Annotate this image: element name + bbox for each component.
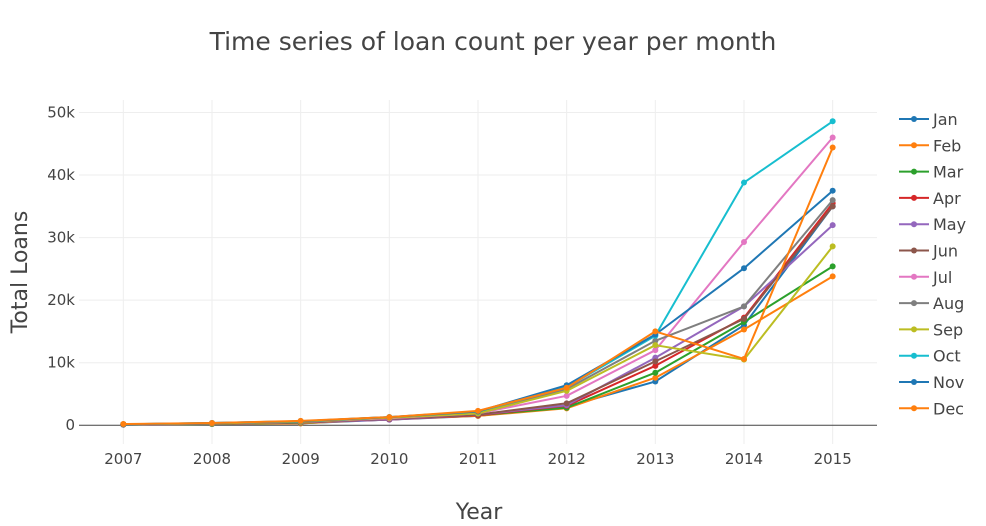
- legend-item-jun[interactable]: Jun: [899, 242, 958, 261]
- data-point: [652, 342, 659, 349]
- axes: 2007 2008 2009 2010 2011 2012 2013 2014 2015 0 10k…: [47, 104, 877, 468]
- data-point: [120, 420, 127, 427]
- legend-item-mar[interactable]: Mar: [899, 163, 964, 182]
- data-point: [741, 303, 747, 310]
- y-tick-label: 20k: [47, 291, 75, 309]
- legend-label: Sep: [933, 320, 963, 339]
- data-point: [829, 144, 836, 151]
- y-tick-label: 30k: [47, 229, 75, 247]
- legend-item-dec[interactable]: Dec: [899, 399, 964, 418]
- data-point: [652, 374, 659, 381]
- series-lines: [120, 118, 836, 428]
- legend-swatch-marker: [911, 247, 917, 254]
- data-point: [829, 243, 836, 250]
- data-point: [829, 118, 836, 125]
- y-axis-title: Total Loans: [8, 211, 33, 335]
- legend-item-jul[interactable]: Jul: [899, 268, 952, 287]
- data-point: [652, 347, 659, 354]
- data-point: [741, 179, 747, 186]
- data-point: [652, 328, 659, 335]
- data-point: [829, 134, 836, 141]
- legend-label: May: [933, 215, 966, 234]
- y-tick-label: 50k: [47, 104, 75, 122]
- data-point: [386, 414, 393, 421]
- y-tick-label: 10k: [47, 354, 75, 372]
- data-point: [209, 420, 215, 427]
- data-point: [829, 273, 836, 280]
- legend-item-apr[interactable]: Apr: [899, 189, 961, 208]
- legend-label: Dec: [933, 399, 964, 418]
- y-tick-label: 40k: [47, 166, 75, 184]
- data-point: [563, 400, 570, 407]
- data-point: [741, 355, 747, 362]
- legend-label: Mar: [933, 163, 964, 182]
- chart-title: Time series of loan count per year per m…: [209, 27, 777, 56]
- legend: Jan Feb Mar Apr May Jun Jul Aug Sep Oct Nov Dec: [899, 110, 966, 418]
- data-point: [829, 222, 836, 229]
- legend-swatch-marker: [911, 326, 917, 333]
- data-point: [652, 358, 659, 365]
- x-tick-label: 2011: [459, 450, 497, 468]
- data-point: [829, 203, 836, 210]
- x-tick-label: 2013: [636, 450, 674, 468]
- legend-swatch-marker: [911, 116, 917, 122]
- data-point: [741, 315, 747, 322]
- legend-item-sep[interactable]: Sep: [899, 320, 963, 339]
- legend-swatch-marker: [911, 221, 917, 228]
- data-point: [741, 238, 747, 245]
- data-point: [652, 362, 659, 369]
- legend-label: Nov: [933, 373, 964, 392]
- legend-swatch-marker: [911, 273, 917, 280]
- data-point: [563, 392, 570, 399]
- x-tick-label: 2010: [370, 450, 408, 468]
- legend-item-nov[interactable]: Nov: [899, 373, 964, 392]
- legend-swatch-marker: [911, 352, 917, 359]
- legend-swatch-marker: [911, 142, 917, 149]
- legend-label: Jul: [932, 268, 952, 287]
- legend-label: Oct: [933, 347, 961, 366]
- legend-swatch-marker: [911, 194, 917, 201]
- grid-lines: [79, 100, 877, 444]
- data-point: [297, 417, 304, 424]
- data-point: [829, 197, 836, 204]
- x-tick-label: 2014: [725, 450, 763, 468]
- data-point: [652, 369, 659, 376]
- data-point: [652, 337, 659, 344]
- data-point: [741, 326, 747, 333]
- legend-item-jan[interactable]: Jan: [899, 110, 958, 129]
- legend-item-feb[interactable]: Feb: [899, 136, 961, 155]
- legend-swatch-marker: [911, 300, 917, 307]
- x-tick-label: 2007: [104, 450, 142, 468]
- data-point: [741, 265, 747, 272]
- x-tick-label: 2008: [193, 450, 231, 468]
- data-point: [563, 384, 570, 391]
- data-point: [829, 263, 836, 270]
- x-tick-label: 2012: [548, 450, 586, 468]
- x-tick-label: 2015: [814, 450, 852, 468]
- legend-label: Jun: [932, 242, 958, 261]
- legend-item-may[interactable]: May: [899, 215, 966, 234]
- legend-label: Aug: [933, 294, 964, 313]
- legend-label: Feb: [933, 136, 961, 155]
- y-tick-label: 0: [65, 416, 75, 434]
- legend-label: Jan: [932, 110, 958, 129]
- data-point: [829, 187, 836, 194]
- legend-swatch-marker: [911, 405, 917, 412]
- legend-swatch-marker: [911, 379, 917, 385]
- data-point: [475, 407, 481, 414]
- x-tick-label: 2009: [282, 450, 320, 468]
- x-axis-title: Year: [455, 500, 504, 525]
- legend-label: Apr: [933, 189, 961, 208]
- legend-item-oct[interactable]: Oct: [899, 347, 961, 366]
- legend-swatch-marker: [911, 168, 917, 175]
- series-dec: [120, 144, 836, 427]
- legend-item-aug[interactable]: Aug: [899, 294, 964, 313]
